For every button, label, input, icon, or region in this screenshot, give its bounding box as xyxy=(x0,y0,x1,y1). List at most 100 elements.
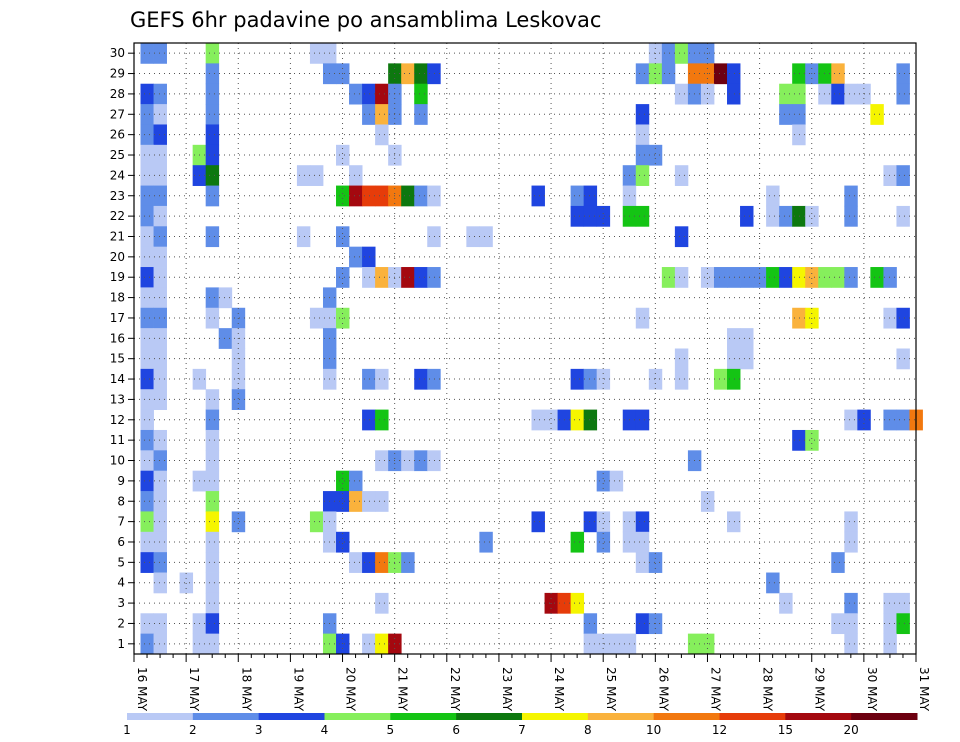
cell-m25-t40 xyxy=(648,144,663,166)
cell-m10-t2 xyxy=(153,450,167,472)
xtick-label-4: 20 MAY xyxy=(344,667,358,712)
cell-m5-t1 xyxy=(140,552,154,573)
cell-m25-t2 xyxy=(153,144,167,166)
ytick-label-21: 21 xyxy=(110,229,125,243)
cell-m27-t1 xyxy=(140,104,154,125)
cell-m12-t19 xyxy=(375,409,389,431)
cell-m25-t6 xyxy=(205,144,220,166)
cell-m19-t18 xyxy=(362,267,376,288)
cell-m2-t58 xyxy=(883,613,897,635)
cell-m27-t50 xyxy=(779,104,793,125)
cell-m29-t59 xyxy=(896,63,910,85)
cell-m23-t49 xyxy=(766,185,780,207)
legend-label-0: 1 xyxy=(123,723,131,737)
cell-m19-t45 xyxy=(713,267,728,288)
cell-m28-t42 xyxy=(674,83,689,105)
cell-m14-t42 xyxy=(674,368,689,390)
cell-m18-t6 xyxy=(205,287,220,309)
cell-m16-t2 xyxy=(153,328,167,349)
legend-label-5: 6 xyxy=(452,723,460,737)
cell-m19-t44 xyxy=(700,267,715,288)
cell-m19-t57 xyxy=(870,267,884,288)
cell-m1-t16 xyxy=(336,633,350,655)
cell-m23-t2 xyxy=(153,185,167,207)
cell-m15-t47 xyxy=(740,348,754,370)
ytick-label-27: 27 xyxy=(110,107,125,121)
legend-swatch-2 xyxy=(258,713,325,720)
ytick-label-19: 19 xyxy=(110,270,125,284)
cell-m5-t2 xyxy=(153,552,167,573)
legend-swatch-6 xyxy=(522,713,589,720)
cell-m23-t18 xyxy=(362,185,376,207)
cell-m28-t50 xyxy=(779,83,793,105)
cell-m17-t1 xyxy=(140,307,154,329)
cell-m11-t1 xyxy=(140,429,154,451)
cell-m9-t1 xyxy=(140,470,154,492)
cell-m16-t7 xyxy=(218,328,233,349)
legend-swatch-5 xyxy=(456,713,523,720)
cell-m27-t19 xyxy=(375,104,389,125)
cell-m19-t21 xyxy=(401,267,415,288)
ytick-label-6: 6 xyxy=(117,535,125,549)
cell-m27-t57 xyxy=(870,104,884,125)
cell-m21-t27 xyxy=(479,226,493,248)
cell-m6-t36 xyxy=(596,531,611,553)
cell-m28-t46 xyxy=(727,83,741,105)
ytick-label-2: 2 xyxy=(117,616,125,630)
cell-m7-t14 xyxy=(309,511,324,533)
cell-m12-t55 xyxy=(844,409,858,431)
cell-m23-t34 xyxy=(570,185,585,207)
cell-m8-t44 xyxy=(700,491,715,512)
cell-m19-t46 xyxy=(727,267,741,288)
cell-m28-t6 xyxy=(205,83,220,105)
cell-m28-t17 xyxy=(349,83,363,105)
legend-swatch-4 xyxy=(390,713,457,720)
cell-m23-t22 xyxy=(414,185,428,207)
cell-m22-t35 xyxy=(583,205,598,227)
cell-m28-t22 xyxy=(414,83,428,105)
cell-m19-t2 xyxy=(153,267,167,288)
cell-m19-t58 xyxy=(883,267,897,288)
cell-m7-t46 xyxy=(727,511,741,533)
ytick-label-16: 16 xyxy=(110,331,125,345)
cell-m7-t31 xyxy=(531,511,545,533)
cell-m6-t1 xyxy=(140,531,154,553)
ytick-label-22: 22 xyxy=(110,209,125,223)
cell-m10-t19 xyxy=(375,450,389,472)
cell-m24-t14 xyxy=(309,165,324,186)
cell-m14-t1 xyxy=(140,368,154,390)
cell-m21-t42 xyxy=(674,226,689,248)
ytick-label-9: 9 xyxy=(117,474,125,488)
cell-m1-t6 xyxy=(205,633,220,655)
xtick-label-2: 18 MAY xyxy=(239,667,253,712)
cell-m28-t44 xyxy=(700,83,715,105)
cell-m2-t55 xyxy=(844,613,858,635)
cell-m22-t2 xyxy=(153,205,167,227)
cell-m9-t16 xyxy=(336,470,350,492)
ytick-label-20: 20 xyxy=(110,250,125,264)
cell-m30-t41 xyxy=(661,43,676,64)
ytick-label-4: 4 xyxy=(117,576,125,590)
ytick-label-24: 24 xyxy=(110,168,125,182)
cell-m29-t6 xyxy=(205,63,220,85)
xtick-label-10: 26 MAY xyxy=(656,667,670,712)
cell-m22-t50 xyxy=(779,205,793,227)
cell-m6-t2 xyxy=(153,531,167,553)
legend-swatch-1 xyxy=(192,713,260,720)
ytick-label-5: 5 xyxy=(117,555,125,569)
ytick-label-14: 14 xyxy=(110,372,125,386)
cell-m19-t55 xyxy=(844,267,858,288)
cell-m1-t37 xyxy=(609,633,624,655)
legend-swatch-8 xyxy=(653,713,720,720)
cell-m12-t35 xyxy=(583,409,598,431)
cell-m2-t39 xyxy=(635,613,650,635)
cell-m8-t1 xyxy=(140,491,154,512)
legend-swatch-3 xyxy=(324,713,391,720)
cell-m12-t39 xyxy=(635,409,650,431)
cell-m27-t2 xyxy=(153,104,167,125)
cell-m23-t1 xyxy=(140,185,154,207)
xtick-label-0: 16 MAY xyxy=(135,667,149,712)
cell-m4-t4 xyxy=(179,572,194,594)
cell-m1-t44 xyxy=(700,633,715,655)
